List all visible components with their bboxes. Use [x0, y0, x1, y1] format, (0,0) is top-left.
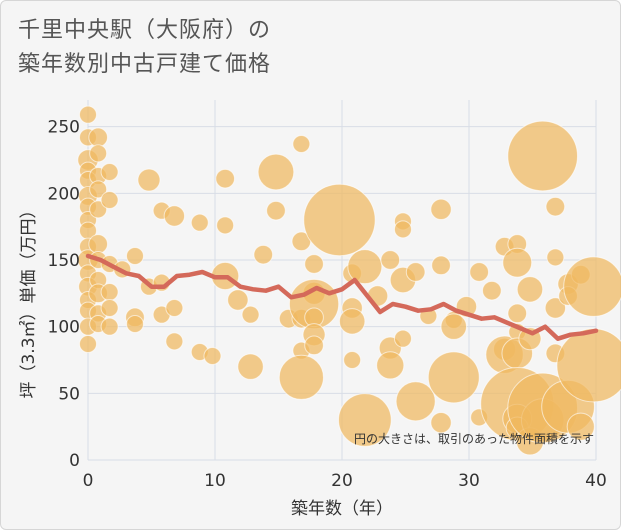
data-bubble — [431, 255, 451, 276]
data-bubble — [278, 354, 324, 400]
data-bubble — [502, 247, 533, 278]
data-bubble — [405, 262, 426, 282]
data-bubble — [100, 317, 119, 336]
y-axis-ticks: 0 50 100 150 200 250 — [48, 118, 80, 471]
x-tick-label: 30 — [458, 471, 480, 491]
data-bubble — [566, 412, 595, 441]
data-bubble — [292, 135, 311, 153]
data-bubble — [507, 120, 579, 192]
data-bubble — [430, 411, 452, 434]
data-bubble — [100, 283, 119, 301]
data-bubble — [253, 244, 274, 265]
data-bubble — [544, 297, 567, 319]
x-tick-label: 40 — [585, 471, 607, 491]
y-tick-label: 150 — [48, 251, 80, 271]
data-bubble — [165, 299, 184, 317]
trend-line — [85, 253, 599, 341]
data-bubble — [376, 351, 405, 380]
data-bubble — [430, 198, 452, 221]
data-bubble — [304, 335, 324, 356]
data-bubble — [79, 335, 97, 353]
data-bubble — [304, 254, 324, 274]
y-tick-label: 0 — [69, 451, 80, 471]
chart-title: 千里中央駅（大阪府）の 築年数別中古戸建て価格 — [18, 14, 271, 82]
size-note: 円の大きさは、取引のあった物件面積を示す — [354, 431, 594, 446]
data-bubble — [137, 168, 161, 192]
data-bubble — [227, 289, 249, 311]
data-bubble — [380, 250, 401, 270]
data-bubble — [79, 105, 97, 124]
chart-title-line-2: 築年数別中古戸建て価格 — [18, 52, 272, 77]
x-axis-title: 築年数（年） — [291, 499, 393, 519]
data-bubble — [100, 191, 119, 209]
data-bubble — [427, 351, 480, 404]
data-bubble — [440, 313, 468, 340]
data-bubble — [347, 249, 383, 285]
data-bubble — [241, 305, 260, 324]
data-bubble — [516, 276, 544, 303]
data-bubble — [216, 216, 235, 235]
y-tick-label: 100 — [48, 318, 80, 338]
data-bubble — [393, 220, 412, 239]
chart-title-line-1: 千里中央駅（大阪府）の — [18, 18, 272, 43]
data-bubble — [215, 168, 236, 189]
data-bubble — [163, 205, 186, 227]
data-bubble — [203, 347, 222, 365]
data-bubble — [88, 234, 109, 254]
y-tick-label: 50 — [58, 384, 80, 404]
y-axis-title: 坪（3.3㎡）単価（万円） — [19, 201, 39, 398]
data-bubble — [89, 180, 108, 199]
data-bubble — [338, 308, 366, 335]
data-bubble — [395, 381, 436, 422]
data-bubble — [545, 196, 566, 217]
data-bubble — [165, 332, 184, 351]
data-bubble — [266, 200, 286, 221]
data-bubble — [469, 262, 490, 282]
data-bubble — [125, 247, 144, 265]
grid-lines — [87, 100, 597, 461]
data-bubble — [343, 351, 362, 369]
y-tick-label: 200 — [48, 184, 80, 204]
data-bubble — [237, 353, 264, 380]
data-bubble — [556, 328, 621, 403]
x-tick-label: 20 — [331, 471, 353, 491]
data-bubble — [89, 144, 108, 163]
y-tick-label: 250 — [48, 118, 80, 138]
data-bubble — [100, 163, 119, 181]
data-bubble — [100, 299, 119, 317]
data-bubble — [338, 393, 392, 447]
x-axis-ticks: 0 10 20 30 40 — [83, 471, 607, 491]
data-bubble — [88, 127, 109, 148]
data-bubble — [393, 329, 412, 348]
data-bubble — [190, 213, 209, 232]
data-bubble — [563, 256, 621, 317]
x-tick-label: 0 — [83, 471, 94, 491]
data-bubble — [257, 153, 295, 191]
data-bubble — [303, 183, 376, 257]
x-tick-label: 10 — [204, 471, 226, 491]
data-bubble — [507, 303, 528, 324]
data-bubble — [546, 248, 565, 267]
data-bubble — [125, 315, 144, 333]
data-bubble — [482, 280, 502, 301]
